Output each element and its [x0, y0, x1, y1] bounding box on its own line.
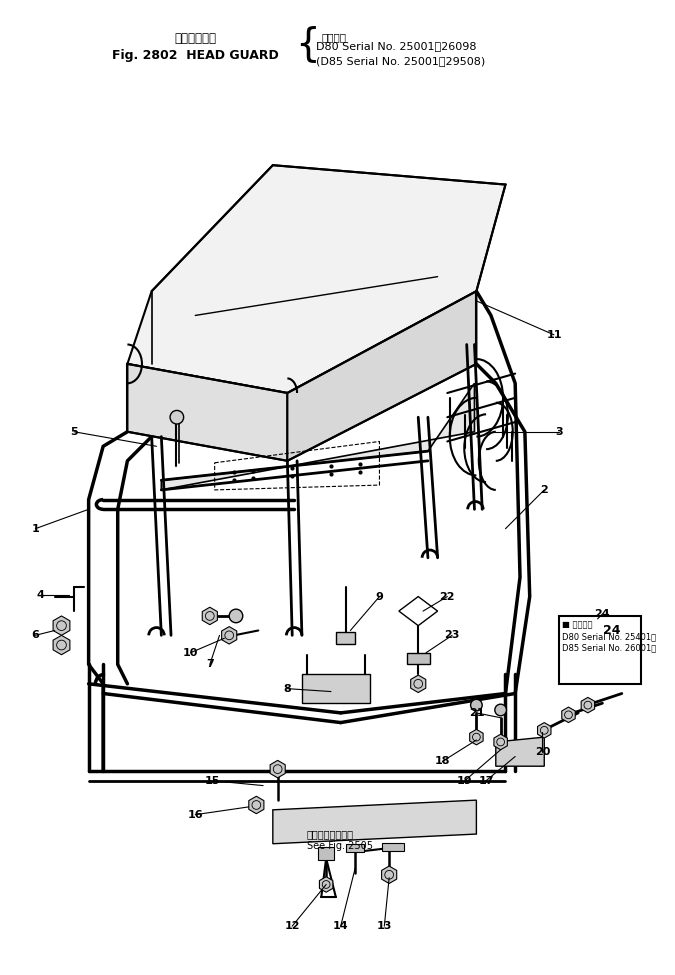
Bar [336, 633, 355, 644]
Circle shape [472, 733, 481, 741]
Text: 7: 7 [206, 659, 214, 670]
Text: 4: 4 [36, 590, 44, 600]
Text: {: { [296, 25, 320, 63]
Bar [406, 653, 430, 664]
Text: 12: 12 [284, 921, 300, 931]
Polygon shape [381, 866, 397, 883]
Polygon shape [581, 697, 595, 713]
FancyBboxPatch shape [559, 616, 641, 683]
Text: 20: 20 [535, 747, 550, 757]
Polygon shape [128, 165, 506, 393]
Circle shape [205, 611, 214, 620]
Text: 24: 24 [603, 624, 621, 637]
Polygon shape [202, 607, 217, 625]
Text: 24: 24 [595, 609, 610, 619]
Circle shape [414, 680, 423, 688]
Polygon shape [302, 674, 370, 703]
Text: D80 Serial No. 25401～: D80 Serial No. 25401～ [562, 633, 656, 642]
Text: 11: 11 [546, 330, 562, 340]
Circle shape [273, 764, 282, 773]
Text: 9: 9 [375, 592, 383, 602]
Text: Fig. 2802  HEAD GUARD: Fig. 2802 HEAD GUARD [112, 49, 279, 61]
Text: 2: 2 [541, 485, 548, 495]
Text: 適用号機: 適用号機 [321, 32, 346, 42]
Circle shape [170, 410, 184, 424]
Text: 19: 19 [457, 776, 472, 786]
Circle shape [252, 800, 261, 809]
Circle shape [57, 621, 66, 631]
Text: 第２５０５図参照: 第２５０５図参照 [306, 829, 354, 839]
Polygon shape [161, 383, 475, 489]
Circle shape [541, 726, 548, 734]
Polygon shape [221, 627, 237, 644]
Circle shape [495, 704, 506, 716]
Text: 17: 17 [479, 776, 494, 786]
Circle shape [225, 631, 234, 640]
Polygon shape [562, 707, 575, 722]
Text: (D85 Serial No. 25001～29508): (D85 Serial No. 25001～29508) [317, 56, 486, 65]
Polygon shape [273, 800, 477, 843]
Text: 16: 16 [188, 809, 203, 820]
Polygon shape [270, 760, 286, 778]
Bar [382, 842, 404, 850]
Text: 5: 5 [70, 427, 78, 437]
Text: 22: 22 [439, 592, 455, 602]
Circle shape [322, 880, 330, 888]
Polygon shape [53, 636, 70, 655]
Polygon shape [470, 729, 483, 745]
Text: D85 Serial No. 26001～: D85 Serial No. 26001～ [562, 644, 656, 652]
Bar [319, 846, 334, 860]
Text: 23: 23 [444, 630, 460, 641]
Text: 10: 10 [183, 647, 198, 658]
Polygon shape [288, 292, 477, 461]
Circle shape [584, 701, 592, 709]
Text: D80 Serial No. 25001～26098: D80 Serial No. 25001～26098 [317, 41, 477, 51]
Text: 15: 15 [205, 776, 221, 786]
Text: 18: 18 [435, 757, 450, 766]
Circle shape [470, 699, 482, 711]
Circle shape [230, 609, 243, 623]
Circle shape [497, 738, 504, 746]
Text: 1: 1 [32, 524, 39, 533]
Polygon shape [494, 734, 508, 750]
Text: ■ 適用号機: ■ 適用号機 [562, 621, 592, 630]
Polygon shape [319, 877, 333, 892]
Text: 3: 3 [555, 427, 562, 437]
Bar [346, 843, 364, 851]
Circle shape [57, 641, 66, 650]
Polygon shape [53, 616, 70, 636]
Text: 8: 8 [284, 683, 291, 693]
Circle shape [385, 871, 394, 879]
Text: ヘッドガード: ヘッドガード [174, 32, 216, 46]
Polygon shape [399, 597, 437, 626]
Polygon shape [495, 737, 544, 766]
Text: 21: 21 [468, 708, 484, 718]
Text: 13: 13 [377, 921, 392, 931]
Polygon shape [537, 722, 551, 738]
Polygon shape [249, 797, 264, 814]
Polygon shape [128, 364, 288, 461]
Polygon shape [410, 675, 426, 692]
Text: 14: 14 [333, 921, 348, 931]
Text: 6: 6 [31, 630, 39, 641]
Text: See Fig. 2505: See Fig. 2505 [306, 840, 373, 851]
Circle shape [564, 711, 572, 719]
